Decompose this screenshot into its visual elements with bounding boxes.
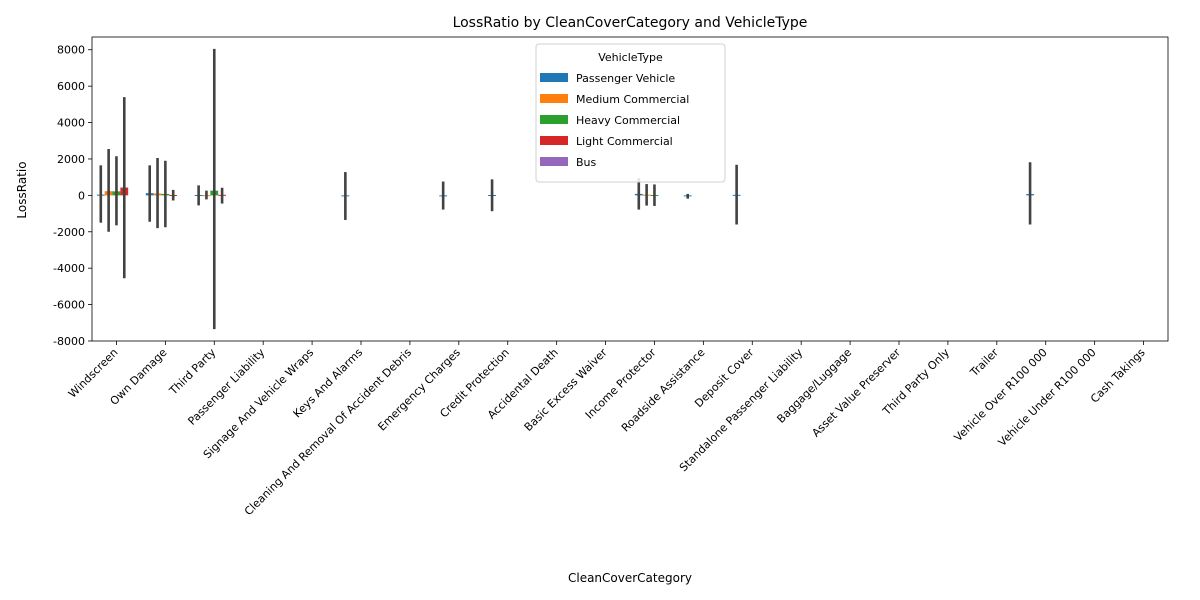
y-tick-label: -4000 — [53, 262, 85, 275]
legend-box — [535, 43, 726, 183]
y-tick-label: 4000 — [57, 117, 85, 130]
legend-title: VehicleType — [598, 51, 663, 64]
chart-title: LossRatio by CleanCoverCategory and Vehi… — [453, 15, 808, 31]
x-tick-label: Windscreen — [66, 346, 121, 401]
x-axis-label: CleanCoverCategory — [568, 571, 692, 585]
y-tick-label: -2000 — [53, 226, 85, 239]
legend-swatch — [540, 136, 568, 145]
legend-entry: Passenger Vehicle — [576, 72, 675, 85]
axes-frame — [91, 36, 1169, 342]
y-tick-label: 6000 — [57, 80, 85, 93]
legend-swatch — [540, 157, 568, 166]
x-tick-label: Emergency Charges — [375, 346, 463, 434]
x-tick-label: Third Party — [166, 346, 219, 399]
x-tick-label: Vehicle Under R100 000 — [996, 346, 1099, 449]
x-tick-label: Asset Value Preserver — [809, 346, 903, 440]
legend-swatch — [540, 115, 568, 124]
legend-entry: Light Commercial — [576, 135, 673, 148]
legend-swatch — [540, 94, 568, 103]
y-tick-label: 8000 — [57, 44, 85, 57]
legend-swatch — [540, 73, 568, 82]
x-tick-label: Vehicle Over R100 000 — [952, 346, 1050, 444]
x-tick-label: Trailer — [967, 346, 1001, 380]
y-tick-label: -6000 — [53, 299, 85, 312]
legend-entry: Medium Commercial — [576, 93, 689, 106]
x-tick-label: Cleaning And Removal Of Accident Debris — [242, 346, 414, 518]
legend-entry: Bus — [576, 156, 597, 169]
x-tick-label: Basic Excess Waiver — [522, 346, 610, 434]
y-tick-label: 2000 — [57, 153, 85, 166]
legend: VehicleType Passenger Vehicle Medium Comme… — [535, 43, 726, 183]
y-tick-label: 0 — [78, 189, 85, 202]
x-tick-label: Roadside Assistance — [619, 346, 708, 435]
y-axis-label: LossRatio — [15, 161, 29, 218]
legend-entry: Heavy Commercial — [576, 114, 680, 127]
y-tick-label: -8000 — [53, 335, 85, 348]
